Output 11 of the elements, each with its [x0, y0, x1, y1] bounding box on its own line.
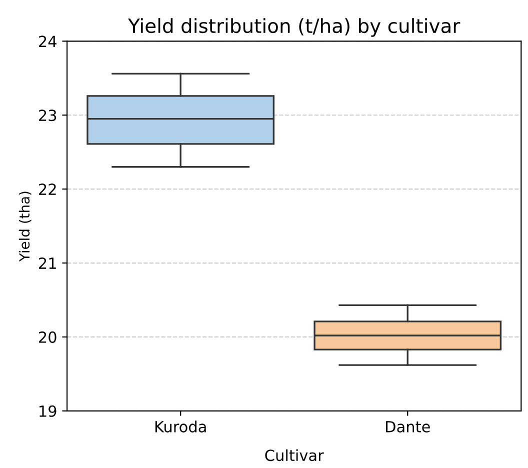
y-tick-label: 23: [39, 110, 56, 122]
x-tick-label: Kuroda: [155, 420, 206, 432]
y-tick-label: 20: [39, 331, 56, 343]
y-axis-title: Yield (tha): [18, 192, 32, 262]
x-tick-label: Dante: [386, 421, 430, 432]
y-tick-label: 22: [39, 184, 56, 195]
y-tick-label: 24: [39, 36, 56, 47]
y-tick-label: 19: [40, 405, 56, 417]
chart-title: Yield distribution (t/ha) by cultivar: [128, 18, 460, 37]
x-axis-title: Cultivar: [265, 449, 324, 462]
y-tick-label: 21: [39, 257, 56, 269]
